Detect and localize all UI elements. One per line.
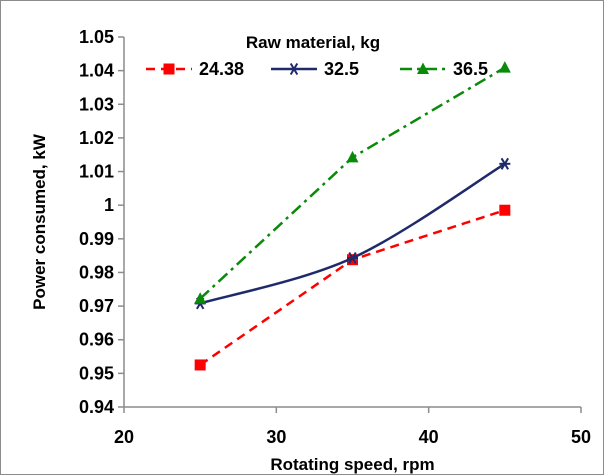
x-tick-label: 50 — [571, 427, 591, 447]
y-tick-label: 1 — [104, 195, 114, 215]
legend-swatch-marker — [417, 62, 429, 74]
y-tick-label: 1.05 — [79, 27, 114, 47]
legend-item-32.5: 32.5 — [271, 59, 359, 79]
y-tick-label: 1.01 — [79, 162, 114, 182]
y-tick-label: 0.95 — [79, 363, 114, 383]
series-line — [199, 209, 506, 366]
series-32.5 — [194, 157, 511, 310]
series-layer — [194, 61, 511, 371]
y-tick-label: 0.99 — [79, 229, 114, 249]
legend-swatch-marker — [288, 62, 300, 76]
series-36.5 — [194, 61, 511, 304]
x-tick-label: 40 — [419, 427, 439, 447]
y-tick-label: 0.97 — [79, 296, 114, 316]
data-point — [347, 251, 358, 265]
legend-label: 36.5 — [453, 59, 488, 79]
x-axis-title: Rotating speed, rpm — [270, 455, 434, 474]
y-tick-label: 1.02 — [79, 128, 114, 148]
x-tick-label: 20 — [114, 427, 134, 447]
axes — [123, 37, 581, 408]
legend-title: Raw material, kg — [246, 33, 380, 52]
data-point — [499, 157, 511, 170]
y-tick-label: 0.98 — [79, 262, 114, 282]
data-point — [194, 359, 206, 371]
series-24.38 — [194, 204, 511, 371]
y-tick-label: 1.04 — [79, 61, 114, 81]
legend-item-24.38: 24.38 — [146, 59, 244, 79]
y-tick-label: 0.94 — [79, 397, 114, 417]
legend: Raw material, kg 24.38 32.5 36.5 — [146, 33, 488, 79]
ticks: 0.94 0.95 0.96 0.97 0.98 0.99 1 1.01 1.02 1.03 1.0… — [79, 27, 591, 447]
y-tick-label: 1.03 — [79, 94, 114, 114]
series-line — [199, 162, 506, 305]
data-point — [194, 292, 207, 304]
asterisk-stroke — [348, 251, 357, 265]
asterisk-stroke — [289, 62, 299, 76]
legend-swatch-marker — [163, 63, 175, 75]
y-axis-title: Power consumed, kW — [30, 133, 49, 310]
legend-label: 24.38 — [199, 59, 244, 79]
asterisk-stroke — [500, 157, 509, 170]
legend-items: 24.38 32.5 36.5 — [146, 59, 488, 79]
data-point — [346, 150, 359, 163]
data-point — [498, 61, 511, 73]
y-tick-label: 0.96 — [79, 330, 114, 350]
legend-item-36.5: 36.5 — [400, 59, 488, 79]
data-point — [499, 204, 511, 216]
legend-label: 32.5 — [324, 59, 359, 79]
x-tick-label: 30 — [266, 427, 286, 447]
